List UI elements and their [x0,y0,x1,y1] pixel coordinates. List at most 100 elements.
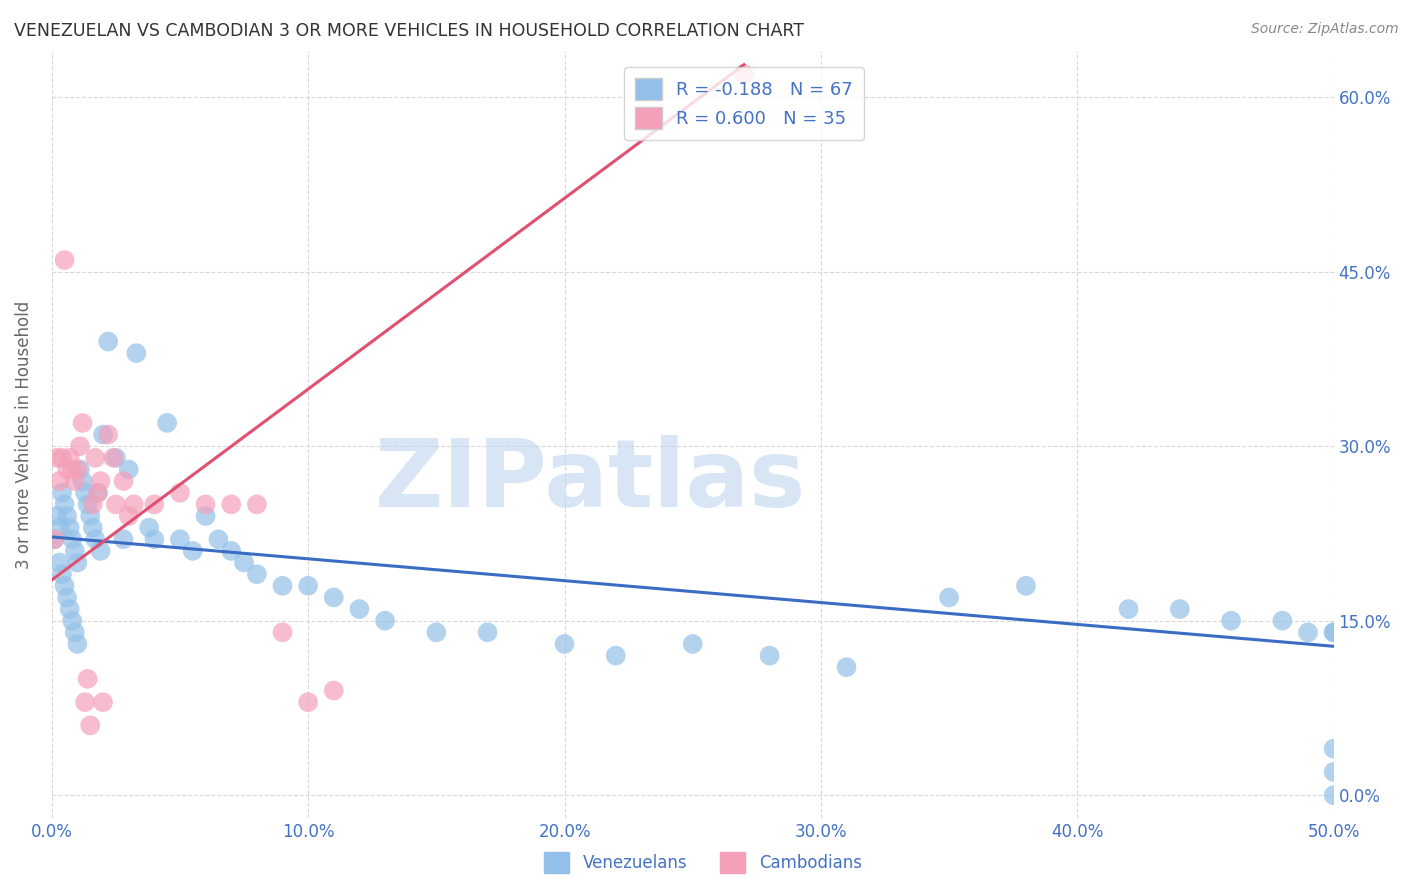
Point [76,497,98,511]
Point [84,450,107,465]
Point [60,462,83,476]
Point [48,521,70,535]
Point [45,508,67,523]
Point [97,334,120,349]
Point [1015,579,1038,593]
Point [349,602,371,616]
Point [89,544,111,558]
Text: Source: ZipAtlas.com: Source: ZipAtlas.com [1251,22,1399,37]
Point [143,497,166,511]
Point [79,508,101,523]
Point [45,450,67,465]
Point [104,450,127,465]
Point [51,567,73,582]
Point [69,462,91,476]
Point [59,602,82,616]
Point [84,533,107,547]
Point [322,591,344,605]
Point [835,660,858,674]
Point [69,439,91,453]
Point [103,450,125,465]
Point [233,556,256,570]
Point [271,579,294,593]
Point [207,533,229,547]
Point [51,485,73,500]
Point [374,614,396,628]
Point [56,462,79,476]
Point [553,637,575,651]
Point [60,614,83,628]
Point [322,683,344,698]
Point [66,462,89,476]
Point [1323,764,1346,779]
Point [118,508,141,523]
Point [1168,602,1191,616]
Point [53,579,76,593]
Point [112,474,135,488]
Point [82,521,104,535]
Point [44,533,66,547]
Point [72,474,94,488]
Point [169,485,191,500]
Text: VENEZUELAN VS CAMBODIAN 3 OR MORE VEHICLES IN HOUSEHOLD CORRELATION CHART: VENEZUELAN VS CAMBODIAN 3 OR MORE VEHICL… [14,22,804,40]
Point [112,533,135,547]
Point [1323,625,1346,640]
Point [297,579,319,593]
Point [104,497,127,511]
Point [51,450,73,465]
Point [1118,602,1140,616]
Point [138,521,160,535]
Point [477,625,499,640]
Point [1323,625,1346,640]
Point [758,648,780,663]
Point [125,346,148,360]
Point [59,450,82,465]
Point [48,556,70,570]
Point [194,508,217,523]
Point [48,474,70,488]
Point [219,544,242,558]
Point [59,521,82,535]
Point [605,648,627,663]
Point [143,533,166,547]
Point [91,427,114,442]
Point [63,544,86,558]
Point [246,567,269,582]
Point [219,497,242,511]
Point [75,695,97,709]
Point [66,556,89,570]
Point [297,695,319,709]
Point [1220,614,1243,628]
Point [1323,788,1346,802]
Point [181,544,204,558]
Point [63,474,86,488]
Point [271,625,294,640]
Point [79,718,101,732]
Point [156,416,179,430]
Point [938,591,960,605]
Point [733,67,755,81]
Point [1296,625,1319,640]
Point [87,485,110,500]
Point [97,427,120,442]
Point [118,462,141,476]
Point [425,625,447,640]
Point [66,637,89,651]
Point [682,637,704,651]
Point [194,497,217,511]
Point [1323,741,1346,756]
Point [1271,614,1294,628]
Point [56,591,79,605]
Point [53,253,76,268]
Point [91,695,114,709]
Point [122,497,145,511]
Point [82,497,104,511]
Point [89,474,111,488]
Legend: Venezuelans, Cambodians: Venezuelans, Cambodians [537,846,869,880]
Text: ZIPatlas: ZIPatlas [374,434,806,526]
Point [75,485,97,500]
Point [87,485,110,500]
Point [56,508,79,523]
Point [169,533,191,547]
Point [246,497,269,511]
